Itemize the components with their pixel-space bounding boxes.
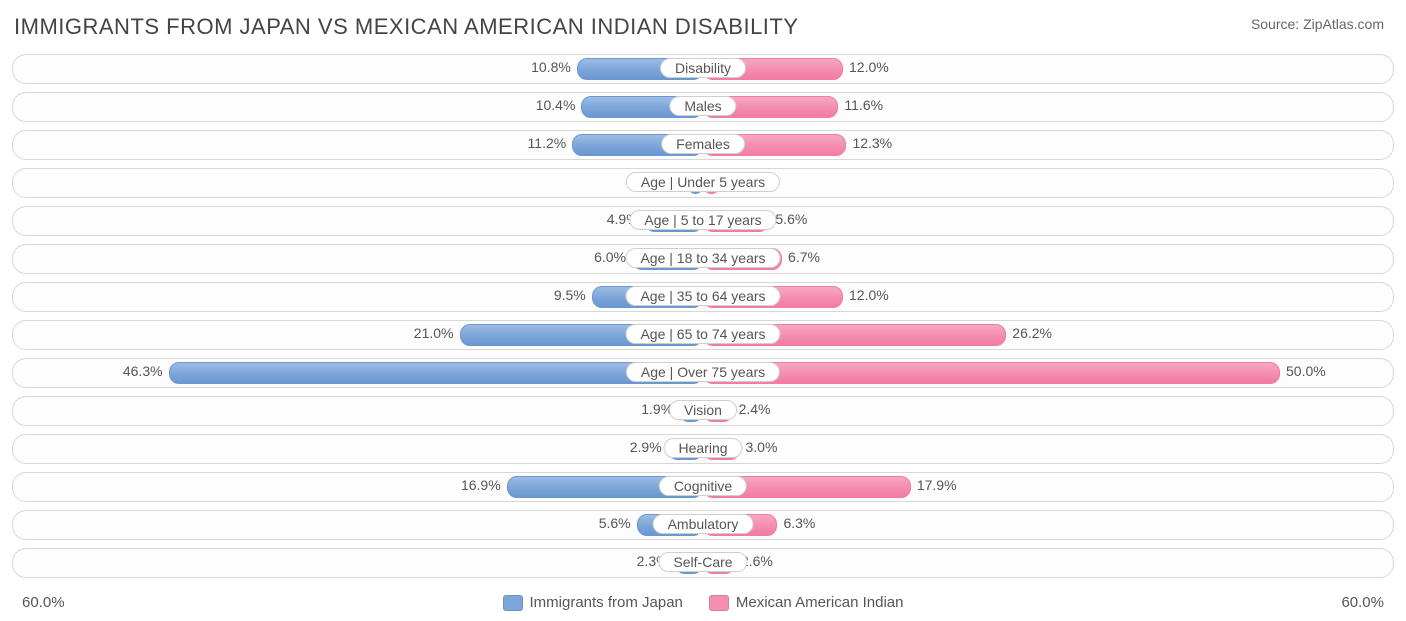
legend-label-right: Mexican American Indian	[736, 594, 904, 611]
chart-source: Source: ZipAtlas.com	[1251, 14, 1384, 32]
chart-row: 1.9%2.4%Vision	[12, 396, 1394, 426]
category-label: Males	[669, 96, 736, 116]
category-label: Vision	[669, 400, 737, 420]
chart-title: IMMIGRANTS FROM JAPAN VS MEXICAN AMERICA…	[14, 14, 799, 40]
legend-item-right: Mexican American Indian	[709, 594, 904, 611]
chart-row: 10.8% 12.0% Disability	[12, 54, 1394, 84]
category-label: Disability	[660, 58, 746, 78]
category-label: Age | Under 5 years	[626, 172, 780, 192]
pct-right: 12.3%	[852, 135, 892, 151]
legend: Immigrants from Japan Mexican American I…	[65, 594, 1342, 611]
pct-left: 2.9%	[630, 439, 662, 455]
chart-row: 2.3%2.6%Self-Care	[12, 548, 1394, 578]
category-label: Age | 35 to 64 years	[625, 286, 780, 306]
pct-left: 46.3%	[123, 363, 163, 379]
chart-row: 16.9% 17.9% Cognitive	[12, 472, 1394, 502]
category-label: Age | 65 to 74 years	[625, 324, 780, 344]
pct-left: 11.2%	[528, 135, 567, 151]
pct-left: 21.0%	[414, 325, 454, 341]
chart-row: 4.9%5.6%Age | 5 to 17 years	[12, 206, 1394, 236]
category-label: Ambulatory	[653, 514, 754, 534]
chart-row: 9.5% 12.0% Age | 35 to 64 years	[12, 282, 1394, 312]
chart-row: 21.0% 26.2% Age | 65 to 74 years	[12, 320, 1394, 350]
pct-right: 17.9%	[917, 477, 957, 493]
chart-footer: 60.0% Immigrants from Japan Mexican Amer…	[0, 592, 1406, 621]
pct-right: 12.0%	[849, 287, 889, 303]
legend-label-left: Immigrants from Japan	[530, 594, 683, 611]
category-label: Cognitive	[659, 476, 747, 496]
legend-item-left: Immigrants from Japan	[503, 594, 683, 611]
category-label: Age | Over 75 years	[626, 362, 780, 382]
legend-swatch-right	[709, 595, 729, 611]
axis-right-max: 60.0%	[1341, 594, 1384, 611]
pct-left: 10.8%	[531, 59, 571, 75]
pct-right: 6.3%	[783, 515, 815, 531]
pct-left: 10.4%	[536, 97, 576, 113]
pct-right: 5.6%	[775, 211, 807, 227]
chart-row: 5.6% 6.3% Ambulatory	[12, 510, 1394, 540]
bar-right	[703, 362, 1280, 384]
pct-right: 6.7%	[788, 249, 820, 265]
category-label: Age | 18 to 34 years	[625, 248, 780, 268]
pct-right: 26.2%	[1012, 325, 1052, 341]
pct-right: 50.0%	[1286, 363, 1326, 379]
chart-header: IMMIGRANTS FROM JAPAN VS MEXICAN AMERICA…	[0, 0, 1406, 46]
chart-row: 6.0% 6.7% Age | 18 to 34 years	[12, 244, 1394, 274]
pct-left: 5.6%	[599, 515, 631, 531]
diverging-bar-chart: 10.8% 12.0% Disability 10.4% 11.6% Males 11.2%…	[0, 46, 1406, 592]
pct-left: 16.9%	[461, 477, 501, 493]
chart-row: 11.2% 12.3% Females	[12, 130, 1394, 160]
pct-right: 2.4%	[739, 401, 771, 417]
category-label: Age | 5 to 17 years	[629, 210, 776, 230]
axis-left-max: 60.0%	[22, 594, 65, 611]
category-label: Females	[661, 134, 745, 154]
pct-right: 3.0%	[745, 439, 777, 455]
legend-swatch-left	[503, 595, 523, 611]
chart-row: 2.9% 3.0%Hearing	[12, 434, 1394, 464]
pct-left: 6.0%	[594, 249, 626, 265]
pct-left: 9.5%	[554, 287, 586, 303]
chart-row: 46.3% 50.0% Age | Over 75 years	[12, 358, 1394, 388]
chart-row: 1.1%1.3%Age | Under 5 years	[12, 168, 1394, 198]
category-label: Self-Care	[658, 552, 747, 572]
pct-right: 12.0%	[849, 59, 889, 75]
chart-row: 10.4% 11.6% Males	[12, 92, 1394, 122]
bar-left	[169, 362, 703, 384]
pct-right: 11.6%	[844, 97, 883, 113]
category-label: Hearing	[663, 438, 742, 458]
